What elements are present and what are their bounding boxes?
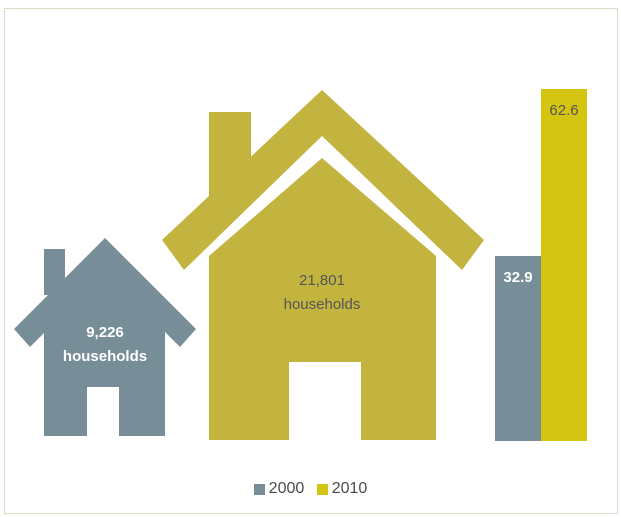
- house-2010-door: [289, 362, 361, 441]
- bar-2000: [495, 256, 541, 441]
- legend-label-2000: 2000: [268, 480, 305, 497]
- legend-swatch-2000: [253, 483, 265, 495]
- house-2010: [162, 90, 484, 441]
- legend-item-2010: 2010: [316, 480, 368, 498]
- legend: 2000 2010: [0, 480, 621, 500]
- legend-item-2000: 2000: [253, 480, 305, 498]
- bar-2000-label: 32.9: [503, 269, 532, 286]
- house-2000-value: 9,226: [86, 324, 124, 341]
- bar-2010: [541, 89, 587, 441]
- house-2010-roof: [162, 90, 484, 270]
- house-2000-body: [44, 252, 165, 436]
- house-2000-door: [87, 387, 119, 437]
- house-2010-value: 21,801: [299, 272, 345, 289]
- legend-label-2010: 2010: [331, 480, 368, 497]
- legend-swatch-2010: [316, 483, 328, 495]
- house-2010-body: [209, 158, 436, 440]
- house-2000: [14, 238, 196, 437]
- bar-2010-label: 62.6: [549, 102, 578, 119]
- house-2000-unit: households: [63, 348, 147, 365]
- house-2010-unit: households: [284, 296, 361, 313]
